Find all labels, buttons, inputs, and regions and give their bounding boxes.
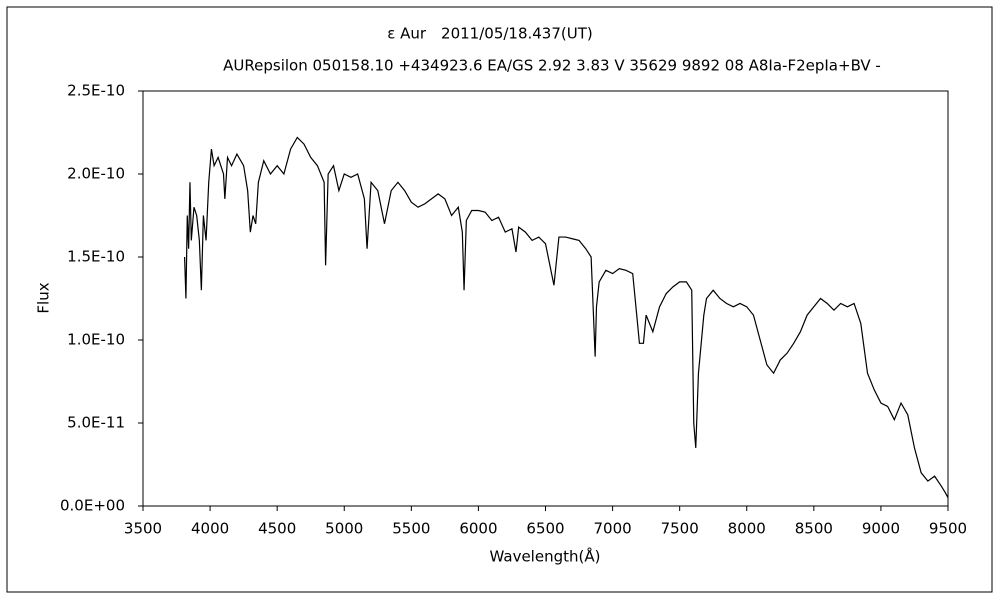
chart-title: ε Aur 2011/05/18.437(UT) bbox=[387, 25, 593, 43]
x-tick-label: 4500 bbox=[258, 520, 296, 538]
y-tick-label: 5.0E-11 bbox=[67, 414, 125, 432]
y-tick-label: 1.5E-10 bbox=[67, 248, 125, 266]
x-tick-label: 9500 bbox=[929, 520, 967, 538]
y-axis-label: Flux bbox=[35, 282, 53, 313]
chart-subtitle: AURepsilon 050158.10 +434923.6 EA/GS 2.9… bbox=[223, 57, 881, 75]
x-tick-label: 7500 bbox=[661, 520, 699, 538]
x-tick-label: 8500 bbox=[795, 520, 833, 538]
x-tick-label: 4000 bbox=[191, 520, 229, 538]
x-tick-label: 5000 bbox=[325, 520, 363, 538]
x-tick-label: 6000 bbox=[459, 520, 497, 538]
x-tick-label: 9000 bbox=[862, 520, 900, 538]
y-tick-label: 0.0E+00 bbox=[60, 497, 125, 515]
y-tick-label: 1.0E-10 bbox=[67, 331, 125, 349]
y-tick-label: 2.0E-10 bbox=[67, 165, 125, 183]
spectrum-line bbox=[183, 136, 949, 498]
x-tick-label: 7000 bbox=[593, 520, 631, 538]
plot-area bbox=[142, 90, 949, 507]
x-tick-label: 5500 bbox=[392, 520, 430, 538]
x-axis-label: Wavelength(Å) bbox=[490, 547, 601, 566]
x-tick-label: 8000 bbox=[728, 520, 766, 538]
x-tick-label: 3500 bbox=[124, 520, 162, 538]
x-tick-label: 6500 bbox=[526, 520, 564, 538]
y-tick-label: 2.5E-10 bbox=[67, 82, 125, 100]
